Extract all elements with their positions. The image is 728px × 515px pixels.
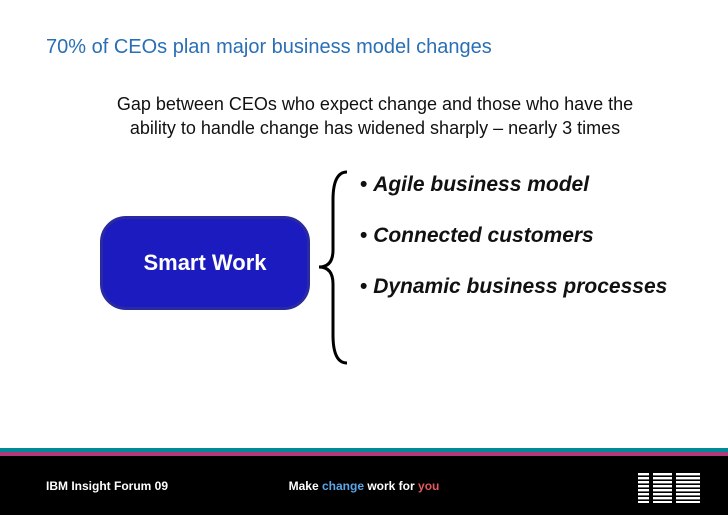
footer-tagline: Make change work for you — [289, 479, 440, 493]
footer-event-label: IBM Insight Forum 09 — [46, 479, 168, 493]
tagline-part: work for — [364, 479, 418, 493]
smart-work-label: Smart Work — [143, 250, 266, 276]
slide-subtitle: Gap between CEOs who expect change and t… — [92, 92, 658, 141]
brace-icon — [315, 170, 355, 365]
ibm-logo-icon — [638, 473, 700, 503]
tagline-part: change — [322, 479, 364, 493]
slide-title: 70% of CEOs plan major business model ch… — [46, 36, 492, 59]
bullet-list: Agile business model Connected customers… — [360, 172, 670, 326]
tagline-part: Make — [289, 479, 322, 493]
slide: 70% of CEOs plan major business model ch… — [0, 0, 728, 515]
footer-bar: IBM Insight Forum 09 Make change work fo… — [0, 456, 728, 515]
bullet-item: Connected customers — [360, 223, 670, 248]
bullet-item: Agile business model — [360, 172, 670, 197]
smart-work-pill: Smart Work — [100, 216, 310, 310]
tagline-part: you — [418, 479, 439, 493]
bullet-item: Dynamic business processes — [360, 274, 670, 299]
